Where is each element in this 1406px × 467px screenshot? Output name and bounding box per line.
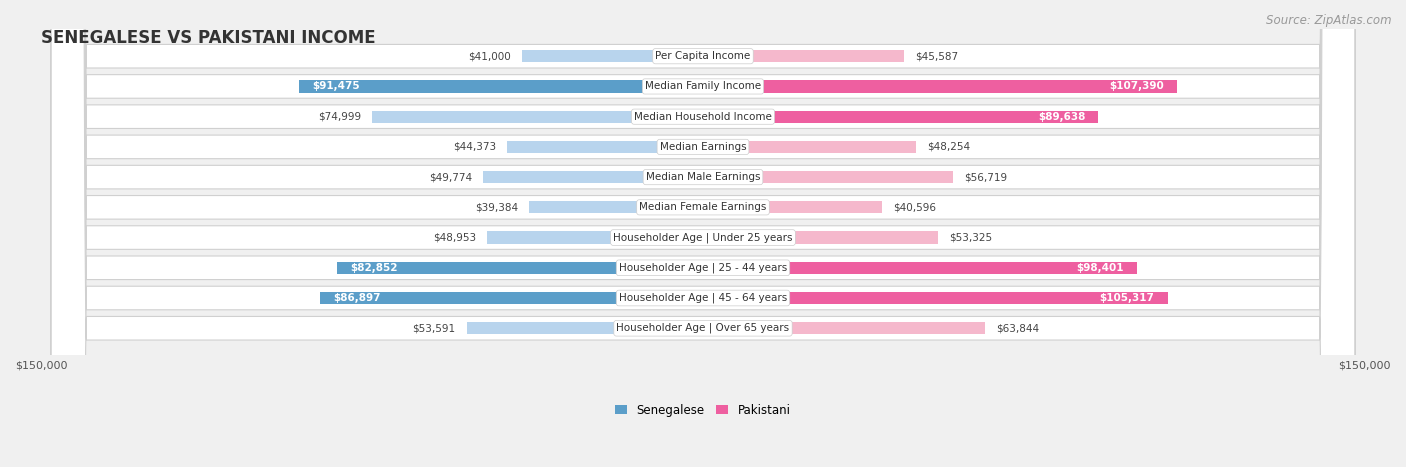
Text: $107,390: $107,390: [1109, 81, 1164, 92]
FancyBboxPatch shape: [51, 0, 1355, 467]
Bar: [703, 111, 1098, 123]
Text: $63,844: $63,844: [995, 323, 1039, 333]
FancyBboxPatch shape: [51, 0, 1355, 467]
Legend: Senegalese, Pakistani: Senegalese, Pakistani: [610, 399, 796, 421]
Text: $48,953: $48,953: [433, 233, 477, 242]
Bar: [703, 262, 1137, 274]
Text: $44,373: $44,373: [453, 142, 496, 152]
Bar: [508, 141, 703, 153]
Text: $40,596: $40,596: [893, 202, 936, 212]
FancyBboxPatch shape: [51, 0, 1355, 467]
Text: Householder Age | 45 - 64 years: Householder Age | 45 - 64 years: [619, 293, 787, 303]
Text: $86,897: $86,897: [333, 293, 381, 303]
Text: Householder Age | Under 25 years: Householder Age | Under 25 years: [613, 232, 793, 243]
Bar: [299, 80, 703, 92]
Bar: [486, 232, 703, 244]
Bar: [703, 171, 953, 183]
Text: $56,719: $56,719: [965, 172, 1007, 182]
Text: $48,254: $48,254: [927, 142, 970, 152]
Bar: [522, 50, 703, 62]
Text: Median Female Earnings: Median Female Earnings: [640, 202, 766, 212]
Bar: [337, 262, 703, 274]
FancyBboxPatch shape: [51, 0, 1355, 467]
FancyBboxPatch shape: [51, 0, 1355, 467]
Text: $41,000: $41,000: [468, 51, 512, 61]
Text: $105,317: $105,317: [1099, 293, 1154, 303]
Text: Source: ZipAtlas.com: Source: ZipAtlas.com: [1267, 14, 1392, 27]
Text: SENEGALESE VS PAKISTANI INCOME: SENEGALESE VS PAKISTANI INCOME: [41, 29, 375, 47]
Bar: [484, 171, 703, 183]
Text: Median Earnings: Median Earnings: [659, 142, 747, 152]
Text: $49,774: $49,774: [429, 172, 472, 182]
Bar: [467, 322, 703, 334]
Text: Householder Age | Over 65 years: Householder Age | Over 65 years: [616, 323, 790, 333]
Bar: [319, 292, 703, 304]
Text: Householder Age | 25 - 44 years: Householder Age | 25 - 44 years: [619, 262, 787, 273]
Text: $45,587: $45,587: [915, 51, 959, 61]
Bar: [703, 141, 915, 153]
Text: $91,475: $91,475: [312, 81, 360, 92]
Bar: [703, 232, 938, 244]
Text: $98,401: $98,401: [1077, 263, 1123, 273]
Text: Median Family Income: Median Family Income: [645, 81, 761, 92]
Text: $89,638: $89,638: [1038, 112, 1085, 122]
Text: Per Capita Income: Per Capita Income: [655, 51, 751, 61]
FancyBboxPatch shape: [51, 0, 1355, 467]
Bar: [373, 111, 703, 123]
Text: $53,591: $53,591: [412, 323, 456, 333]
Bar: [529, 201, 703, 213]
Text: Median Male Earnings: Median Male Earnings: [645, 172, 761, 182]
FancyBboxPatch shape: [51, 0, 1355, 467]
Text: $74,999: $74,999: [318, 112, 361, 122]
Bar: [703, 201, 882, 213]
Bar: [703, 50, 904, 62]
Text: Median Household Income: Median Household Income: [634, 112, 772, 122]
Text: $39,384: $39,384: [475, 202, 519, 212]
Text: $53,325: $53,325: [949, 233, 993, 242]
FancyBboxPatch shape: [51, 0, 1355, 467]
FancyBboxPatch shape: [51, 0, 1355, 467]
Text: $82,852: $82,852: [350, 263, 398, 273]
Bar: [703, 322, 984, 334]
Bar: [703, 80, 1177, 92]
Bar: [703, 292, 1167, 304]
FancyBboxPatch shape: [51, 0, 1355, 467]
